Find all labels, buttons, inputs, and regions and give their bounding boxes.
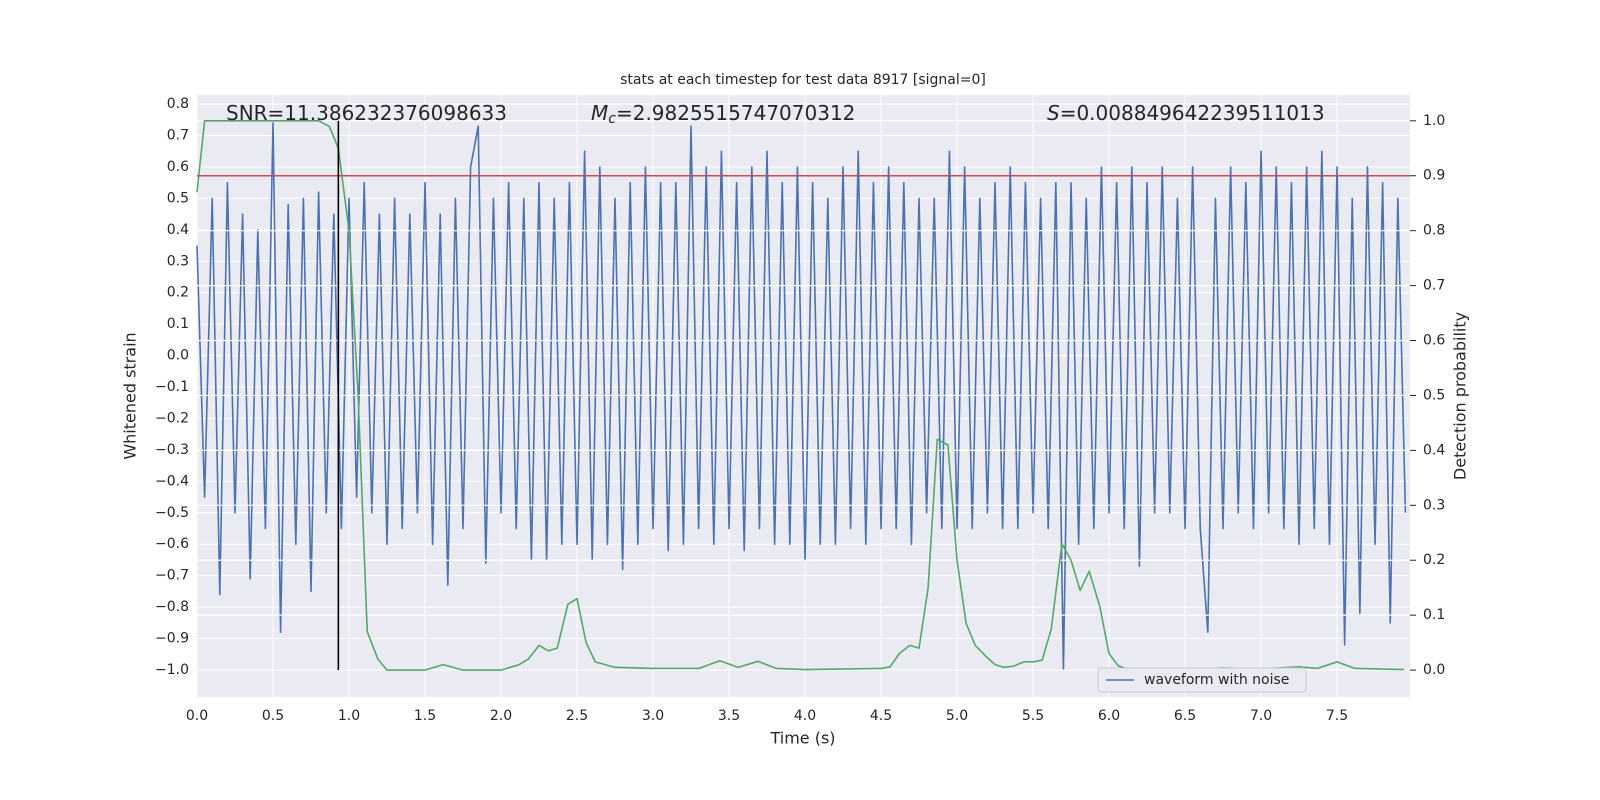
x-tick-label: 7.5: [1326, 708, 1348, 724]
y-tick-label: −0.6: [155, 536, 189, 552]
y-tick-label: −0.1: [155, 379, 189, 395]
y2-axis-label: Detection probability: [1451, 312, 1470, 480]
x-tick-label: 3.0: [642, 708, 664, 724]
y2-tick-label: 0.7: [1423, 278, 1445, 294]
x-tick-label: 6.5: [1174, 708, 1196, 724]
x-tick-label: 2.0: [490, 708, 512, 724]
y-tick-label: 0.7: [167, 128, 189, 144]
y-tick-label: −0.2: [155, 410, 189, 426]
x-tick-label: 1.0: [338, 708, 360, 724]
legend-label: waveform with noise: [1144, 672, 1289, 688]
y-axis-label: Whitened strain: [121, 332, 140, 459]
y-tick-label: −0.3: [155, 442, 189, 458]
y-tick-label: 0.2: [167, 285, 189, 301]
y-tick-label: −1.0: [155, 662, 189, 678]
annotation-subscript: c: [608, 111, 616, 127]
x-axis-label: Time (s): [769, 729, 835, 748]
y2-tick-label: 0.5: [1423, 387, 1445, 403]
x-tick-label: 3.5: [718, 708, 740, 724]
x-tick-label: 0.0: [186, 708, 208, 724]
series-line: [196, 120, 1404, 671]
marks: [196, 120, 1410, 671]
y2-tick-label: 0.6: [1423, 333, 1445, 349]
annotation: SNR=11.386232376098633: [226, 101, 507, 125]
x-tick-label: 4.0: [794, 708, 816, 724]
y2-tick-label: 0.3: [1423, 497, 1445, 513]
y2-tick-label: 0.4: [1423, 442, 1445, 458]
y2-tick-label: 0.1: [1423, 607, 1445, 623]
y2-tick-label: 0.8: [1423, 223, 1445, 239]
x-tick-label: 5.0: [946, 708, 968, 724]
y2-tick-label: 0.2: [1423, 552, 1445, 568]
annotation: Mc=2.9825515747070312: [591, 101, 855, 128]
annotation-text: SNR=11.386232376098633: [226, 101, 507, 125]
series-line: [196, 122, 1407, 671]
y2-tick-label: 1.0: [1423, 113, 1445, 129]
annotation-text: =2.9825515747070312: [616, 101, 855, 125]
chart-title: stats at each timestep for test data 891…: [620, 72, 986, 88]
y-tick-label: 0.0: [167, 348, 189, 364]
y-tick-label: −0.8: [155, 599, 189, 615]
y2-tick-label: 0.0: [1423, 662, 1445, 678]
annotation-symbol: M: [591, 101, 608, 125]
y-tick-label: −0.4: [155, 473, 189, 489]
x-tick-label: 2.5: [566, 708, 588, 724]
x-tick-label: 7.0: [1250, 708, 1272, 724]
x-tick-label: 1.5: [414, 708, 436, 724]
y-tick-label: 0.1: [167, 316, 189, 332]
x-tick-label: 6.0: [1098, 708, 1120, 724]
x-tick-label: 4.5: [870, 708, 892, 724]
y-tick-label: −0.5: [155, 505, 189, 521]
y-tick-label: −0.7: [155, 568, 189, 584]
y-tick-label: 0.8: [167, 96, 189, 112]
y-tick-label: 0.4: [167, 222, 189, 238]
y-tick-label: 0.3: [167, 253, 189, 269]
y2-tick-label: 0.9: [1423, 168, 1445, 184]
y-tick-label: 0.5: [167, 190, 189, 206]
y-tick-label: 0.6: [167, 159, 189, 175]
x-tick-label: 5.5: [1022, 708, 1044, 724]
annotation-text: =0.008849642239511013: [1060, 101, 1325, 125]
annotation: S=0.008849642239511013: [1047, 101, 1325, 125]
legend-box: [1097, 667, 1307, 693]
annotation-symbol: S: [1047, 101, 1060, 125]
x-tick-label: 0.5: [262, 708, 284, 724]
y-tick-label: −0.9: [155, 631, 189, 647]
